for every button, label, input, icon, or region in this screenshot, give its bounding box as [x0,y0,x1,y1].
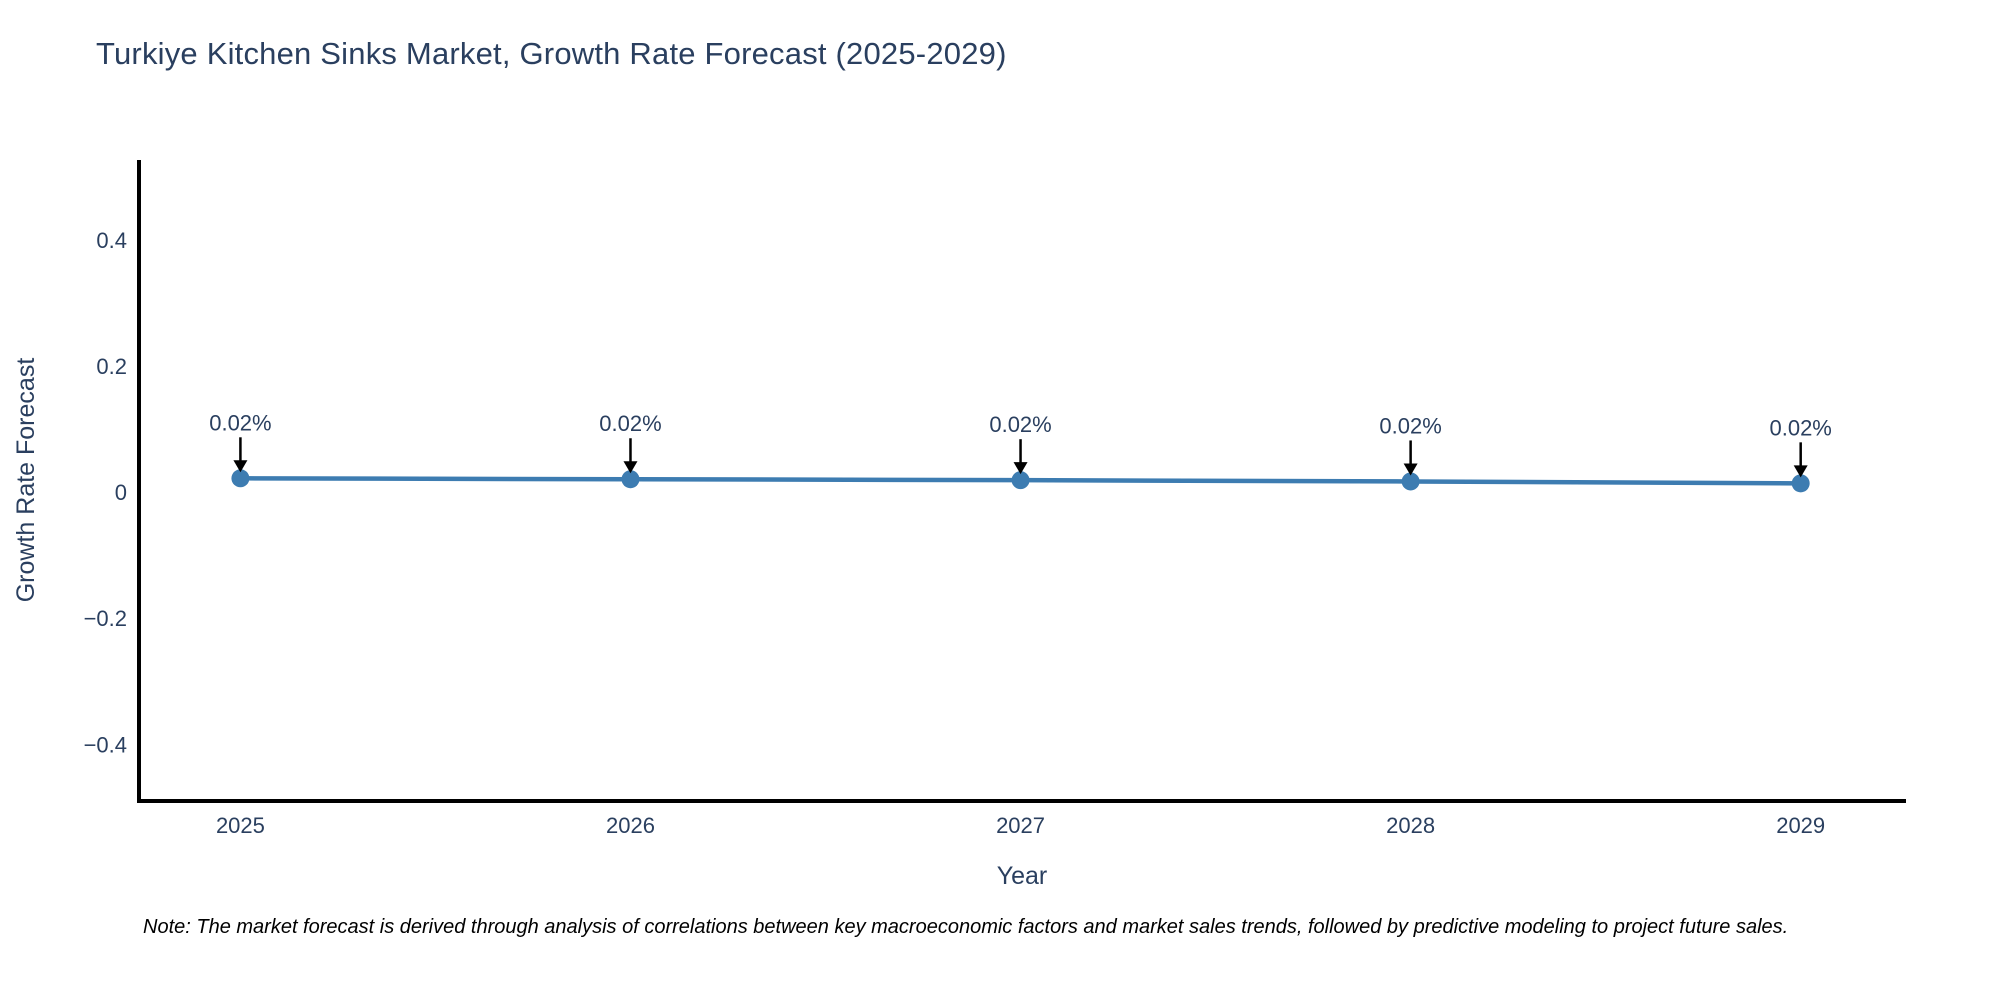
y-tick-labels: 0.4 0.2 0 −0.2 −0.4 [84,228,127,757]
x-tick-label: 2028 [1386,813,1435,838]
annotation-arrowhead [233,460,248,473]
x-tick-label: 2025 [216,813,265,838]
series-group [231,469,1810,493]
data-point-annotation: 0.02% [1379,413,1441,438]
data-point-marker [621,470,640,489]
data-point-marker [1011,471,1030,490]
x-tick-label: 2026 [606,813,655,838]
data-point-annotation: 0.02% [1769,415,1831,440]
x-tick-label: 2027 [996,813,1045,838]
data-point-annotation: 0.02% [209,410,271,435]
data-point-marker [1401,472,1420,491]
y-tick-label: −0.4 [84,732,127,757]
x-tick-labels: 2025 2026 2027 2028 2029 [216,813,1825,838]
x-axis-title: Year [997,862,1048,890]
x-tick-label: 2029 [1776,813,1825,838]
chart-title: Turkiye Kitchen Sinks Market, Growth Rat… [96,36,1007,71]
annotation-arrowhead [1793,465,1808,478]
data-point-marker [1791,474,1810,493]
y-tick-label: 0.2 [96,354,127,379]
data-point-annotation: 0.02% [599,411,661,436]
y-axis-title: Growth Rate Forecast [12,358,40,603]
annotation-group: 0.02% 0.02% 0.02% 0.02% 0.02% [209,410,1832,478]
data-point-annotation: 0.02% [989,412,1051,437]
annotation-arrowhead [623,461,638,474]
y-tick-label: 0 [115,480,127,505]
y-tick-label: 0.4 [96,228,127,253]
data-point-marker [231,469,250,488]
annotation-arrowhead [1403,463,1418,476]
methodology-footnote: Note: The market forecast is derived thr… [143,916,1789,938]
y-tick-label: −0.2 [84,606,127,631]
annotation-arrowhead [1013,462,1028,475]
